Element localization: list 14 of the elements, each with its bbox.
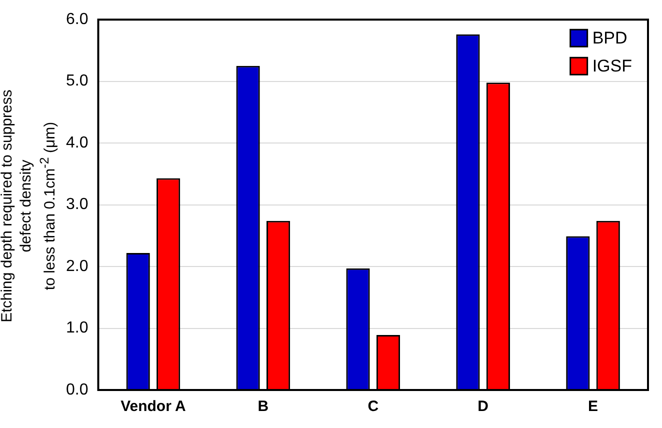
- x-tick-label: E: [588, 398, 598, 416]
- x-tick-label: B: [258, 398, 269, 416]
- y-tick-label: 5.0: [66, 72, 88, 90]
- y-tick-label: 6.0: [66, 11, 88, 28]
- y-tick-label: 0.0: [66, 381, 88, 398]
- legend-label: IGSF: [592, 56, 632, 76]
- y-tick-label: 3.0: [66, 196, 88, 214]
- x-tick-label: D: [478, 398, 489, 416]
- y-tick-label: 2.0: [66, 258, 88, 275]
- x-tick-label: Vendor A: [120, 398, 186, 416]
- x-tick-label: C: [368, 398, 379, 416]
- y-tick-label: 1.0: [66, 320, 88, 337]
- legend-label: BPD: [592, 28, 628, 48]
- y-tick-label: 4.0: [66, 134, 88, 152]
